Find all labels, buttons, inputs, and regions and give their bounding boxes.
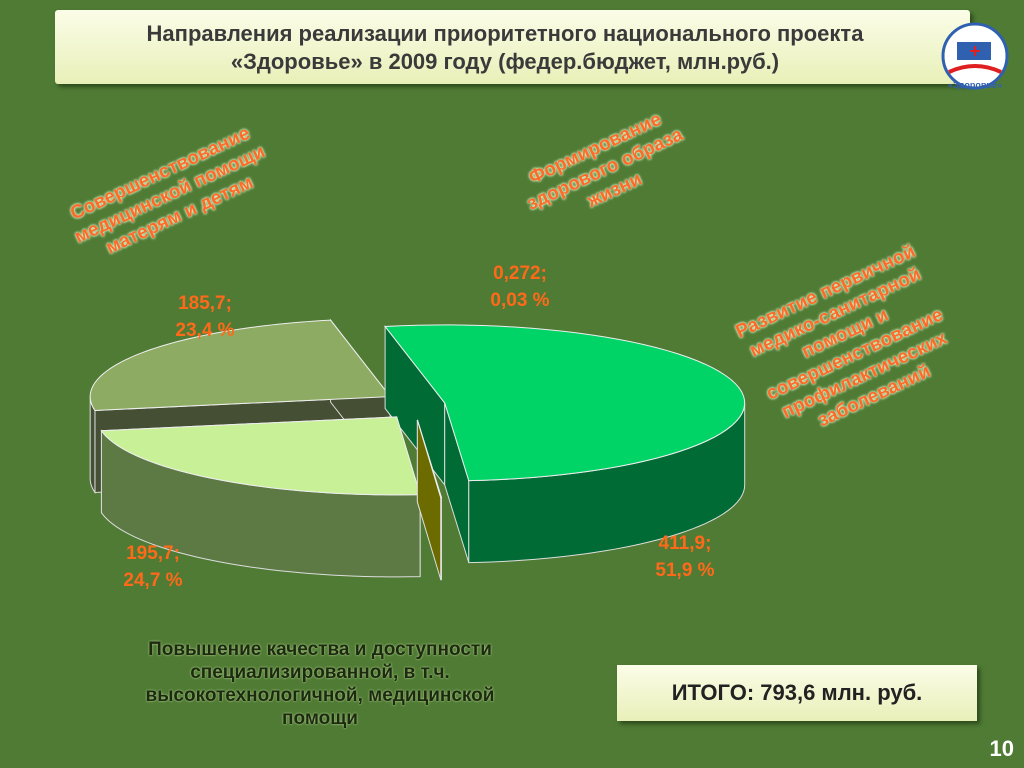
title-box: Направления реализации приоритетного нац… xyxy=(55,10,1009,90)
chart-title: Направления реализации приоритетного нац… xyxy=(146,21,864,74)
data-label: 195,7; 24,7 % xyxy=(88,540,218,594)
value-label: 0,272; xyxy=(493,263,547,284)
percent-label: 0,03 % xyxy=(490,290,550,311)
slice-side xyxy=(440,497,442,581)
category-label: Повышение качества и доступности специал… xyxy=(145,639,495,729)
data-label: 0,272; 0,03 % xyxy=(455,260,585,314)
value-label: 411,9; xyxy=(658,533,712,554)
value-label: 195,7; xyxy=(126,543,180,564)
slice-top xyxy=(384,324,746,482)
slice-top xyxy=(100,416,421,496)
slice-side xyxy=(89,396,96,495)
logo-text: «Здоровье» xyxy=(948,80,1002,90)
logo: «Здоровье» xyxy=(941,22,1009,90)
page-number: 10 xyxy=(989,736,1014,761)
slice-top xyxy=(89,319,392,411)
slice-top xyxy=(416,419,443,499)
value-label: 185,7; xyxy=(178,293,232,314)
total: ИТОГО: 793,6 млн. руб. xyxy=(617,665,977,721)
percent-label: 51,9 % xyxy=(655,560,715,581)
percent-label: 24,7 % xyxy=(123,570,183,591)
data-label: 185,7; 23,4 % xyxy=(140,290,270,344)
percent-label: 23,4 % xyxy=(175,320,235,341)
data-label: 411,9; 51,9 % xyxy=(620,530,750,584)
